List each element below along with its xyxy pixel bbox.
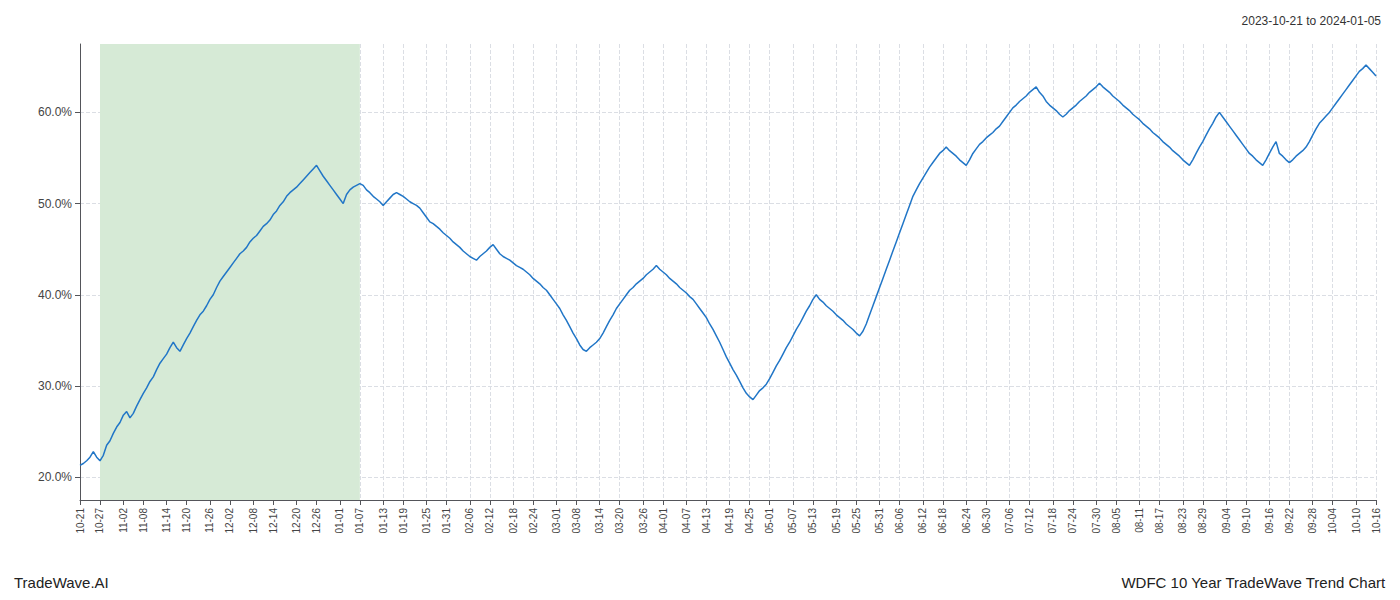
svg-text:WDFC 10 Year TradeWave Trend C: WDFC 10 Year TradeWave Trend Chart <box>1121 574 1386 591</box>
svg-text:05-13: 05-13 <box>807 508 818 534</box>
svg-text:07-18: 07-18 <box>1047 508 1058 534</box>
svg-text:02-12: 02-12 <box>484 508 495 534</box>
svg-text:11-26: 11-26 <box>204 508 215 533</box>
svg-text:04-19: 04-19 <box>724 508 735 534</box>
svg-text:09-04: 09-04 <box>1221 508 1232 534</box>
svg-text:07-12: 07-12 <box>1024 508 1035 534</box>
svg-text:60.0%: 60.0% <box>38 105 72 119</box>
svg-text:10-16: 10-16 <box>1371 508 1382 534</box>
svg-text:09-22: 09-22 <box>1284 508 1295 534</box>
svg-text:03-26: 03-26 <box>638 508 649 534</box>
svg-text:10-10: 10-10 <box>1351 508 1362 534</box>
svg-text:01-31: 01-31 <box>441 508 452 534</box>
svg-text:03-01: 03-01 <box>551 508 562 534</box>
svg-text:08-11: 08-11 <box>1134 508 1145 533</box>
svg-text:03-14: 03-14 <box>594 508 605 534</box>
svg-text:03-20: 03-20 <box>614 508 625 534</box>
svg-text:05-07: 05-07 <box>787 508 798 534</box>
svg-text:05-19: 05-19 <box>831 508 842 534</box>
svg-text:06-18: 06-18 <box>937 508 948 534</box>
svg-text:12-02: 12-02 <box>224 508 235 534</box>
svg-text:08-05: 08-05 <box>1111 508 1122 534</box>
svg-text:12-14: 12-14 <box>268 508 279 534</box>
svg-text:11-20: 11-20 <box>181 508 192 533</box>
svg-text:05-01: 05-01 <box>764 508 775 534</box>
svg-text:01-13: 01-13 <box>378 508 389 534</box>
svg-text:01-07: 01-07 <box>354 508 365 534</box>
svg-text:07-06: 07-06 <box>1004 508 1015 534</box>
svg-text:06-12: 06-12 <box>917 508 928 534</box>
svg-text:20.0%: 20.0% <box>38 470 72 484</box>
svg-text:09-16: 09-16 <box>1264 508 1275 534</box>
svg-text:01-01: 01-01 <box>334 508 345 534</box>
svg-text:03-08: 03-08 <box>571 508 582 534</box>
svg-text:05-25: 05-25 <box>851 508 862 534</box>
svg-text:12-08: 12-08 <box>248 508 259 534</box>
svg-text:11-08: 11-08 <box>138 508 149 533</box>
svg-text:02-24: 02-24 <box>528 508 539 534</box>
svg-text:10-27: 10-27 <box>94 508 105 534</box>
svg-text:04-01: 04-01 <box>658 508 669 534</box>
svg-text:01-19: 01-19 <box>398 508 409 534</box>
svg-text:2023-10-21 to 2024-01-05: 2023-10-21 to 2024-01-05 <box>1242 14 1382 28</box>
svg-text:09-10: 09-10 <box>1241 508 1252 534</box>
svg-text:08-29: 08-29 <box>1197 508 1208 534</box>
svg-text:50.0%: 50.0% <box>38 197 72 211</box>
svg-text:02-06: 02-06 <box>464 508 475 534</box>
svg-text:08-23: 08-23 <box>1177 508 1188 534</box>
svg-text:10-04: 10-04 <box>1327 508 1338 534</box>
svg-text:06-06: 06-06 <box>894 508 905 534</box>
svg-text:04-25: 04-25 <box>744 508 755 534</box>
svg-text:01-25: 01-25 <box>421 508 432 534</box>
svg-text:07-24: 07-24 <box>1067 508 1078 534</box>
svg-text:08-17: 08-17 <box>1154 508 1165 534</box>
svg-text:30.0%: 30.0% <box>38 379 72 393</box>
svg-text:40.0%: 40.0% <box>38 288 72 302</box>
svg-text:07-30: 07-30 <box>1091 508 1102 534</box>
svg-text:05-31: 05-31 <box>874 508 885 534</box>
svg-text:06-30: 06-30 <box>981 508 992 534</box>
svg-text:11-14: 11-14 <box>161 508 172 533</box>
svg-text:02-18: 02-18 <box>508 508 519 534</box>
svg-text:04-13: 04-13 <box>701 508 712 534</box>
svg-text:12-26: 12-26 <box>311 508 322 534</box>
svg-text:04-07: 04-07 <box>681 508 692 534</box>
svg-text:10-21: 10-21 <box>75 508 86 534</box>
svg-text:11-02: 11-02 <box>118 508 129 533</box>
svg-text:12-20: 12-20 <box>291 508 302 534</box>
svg-text:TradeWave.AI: TradeWave.AI <box>14 574 109 591</box>
svg-text:06-24: 06-24 <box>961 508 972 534</box>
svg-text:09-28: 09-28 <box>1307 508 1318 534</box>
